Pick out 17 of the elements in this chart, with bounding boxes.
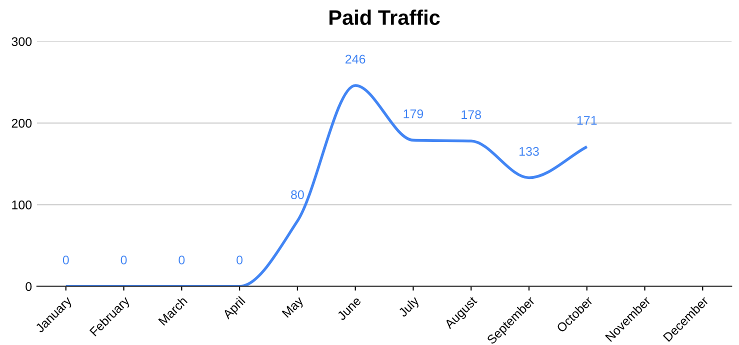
data-label: 133 xyxy=(520,146,539,156)
data-label: 179 xyxy=(404,109,424,118)
data-label: 80 xyxy=(291,190,304,200)
x-tick-label: July xyxy=(398,295,422,320)
data-label: 0 xyxy=(120,256,127,264)
x-tick-label: May xyxy=(282,296,306,320)
data-label: 0 xyxy=(62,256,69,264)
data-label: 0 xyxy=(178,256,185,264)
y-tick-label: 0 xyxy=(26,282,32,291)
data-label: 178 xyxy=(462,110,481,120)
y-tick-label: 200 xyxy=(12,118,32,128)
y-tick-label: 100 xyxy=(12,200,32,210)
y-tick-label: 300 xyxy=(12,37,32,46)
data-label: 246 xyxy=(346,54,366,64)
data-label: 0 xyxy=(236,256,243,264)
chart-title: Paid Traffic xyxy=(330,10,440,25)
data-label: 171 xyxy=(577,116,597,125)
